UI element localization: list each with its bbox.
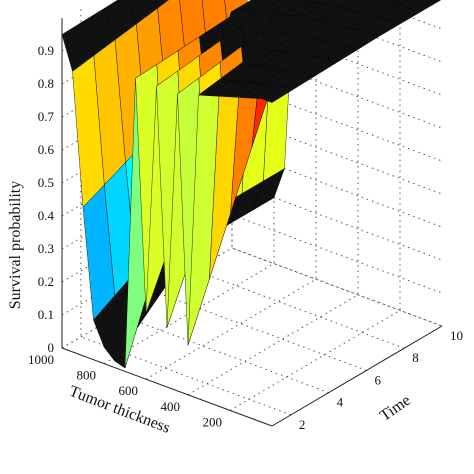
y-tick-label: 2	[299, 417, 306, 432]
grid-line-z-2	[61, 181, 443, 283]
z-tick-label: 0.7	[38, 109, 55, 124]
grid-line-z-3	[61, 148, 443, 250]
x-tick-label: 600	[119, 383, 139, 398]
x-axis-line	[61, 347, 273, 427]
z-axis-label: Survival probability	[7, 181, 24, 309]
z-tick-label: 0.1	[38, 307, 54, 322]
x-tick-label: 1000	[28, 352, 54, 367]
y-axis-line	[271, 325, 443, 427]
surface	[61, 0, 442, 369]
grid-line-z-0	[61, 247, 443, 349]
y-tick-label: 4	[337, 395, 344, 410]
tick-labels: 0 0.1 0.2 0.3 0.4 0.5 0.6 0.7 0.8 0.9 1000 800 600 40…	[28, 43, 463, 432]
grid-line-z-4	[61, 115, 443, 217]
x-tick-label: 200	[203, 414, 223, 429]
z-tick-label: 0	[48, 340, 55, 355]
surface-patch-19-0	[261, 85, 294, 103]
axes-box	[61, 18, 443, 427]
grid-line-z-5	[61, 82, 443, 184]
z-tick-label: 0.3	[38, 241, 54, 256]
z-tick-label: 0.6	[38, 142, 55, 157]
surface-patch-0-4	[154, 0, 169, 9]
z-tick-label: 0.4	[38, 208, 55, 223]
y-tick-label: 10	[450, 328, 463, 343]
y-tick-label: 8	[412, 350, 419, 365]
x-tick-label: 400	[161, 399, 181, 414]
grid-line-z-6	[61, 49, 443, 151]
z-tick-label: 0.9	[38, 43, 54, 58]
z-tick-label: 0.8	[38, 76, 54, 91]
z-tick-label: 0.5	[38, 175, 54, 190]
y-tick-label: 6	[374, 372, 381, 387]
x-tick-label: 800	[77, 368, 97, 383]
grid-line-z-7	[61, 16, 443, 118]
grid-line-z-1	[61, 214, 443, 316]
z-tick-label: 0.2	[38, 274, 54, 289]
y-axis-label: Time	[377, 392, 414, 425]
